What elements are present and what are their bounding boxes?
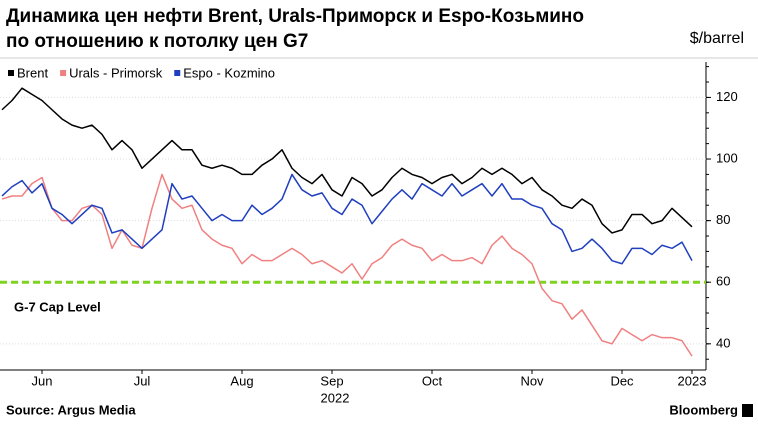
x-tick-label: Dec xyxy=(610,373,634,388)
chart-title: Динамика цен нефти Brent, Urals-Приморск… xyxy=(6,6,585,52)
legend-label: Espo - Kozmino xyxy=(183,65,275,80)
y-tick-label: 40 xyxy=(716,335,730,350)
legend-swatch xyxy=(60,70,67,76)
brand: Bloomberg xyxy=(669,402,738,417)
cap-label: G-7 Cap Level xyxy=(14,300,101,315)
legend-swatch xyxy=(174,70,181,76)
y-tick-label: 60 xyxy=(716,274,730,289)
y-tick-label: 100 xyxy=(716,150,738,165)
y-axis-unit: $/barrel xyxy=(689,30,744,47)
brand-icon xyxy=(742,404,753,417)
series-line xyxy=(1,87,693,234)
x-tick-label: Jun xyxy=(32,373,53,388)
legend-swatch xyxy=(8,70,14,76)
x-year-label: 2022 xyxy=(321,390,350,405)
x-tick-label: Sep xyxy=(320,373,343,388)
x-tick-label: Aug xyxy=(230,373,253,388)
legend-label: Urals - Primorsk xyxy=(69,65,163,80)
x-tick-label: Nov xyxy=(520,373,544,388)
x-tick-label: Jul xyxy=(134,373,151,388)
series-line xyxy=(1,173,693,265)
y-tick-label: 80 xyxy=(716,212,730,227)
legend-label: Brent xyxy=(17,65,48,80)
source: Source: Argus Media xyxy=(6,402,136,417)
series-line xyxy=(1,173,693,357)
x-tick-label: 2023 xyxy=(678,373,707,388)
x-tick-label: Oct xyxy=(422,373,443,388)
y-tick-label: 120 xyxy=(716,89,738,104)
